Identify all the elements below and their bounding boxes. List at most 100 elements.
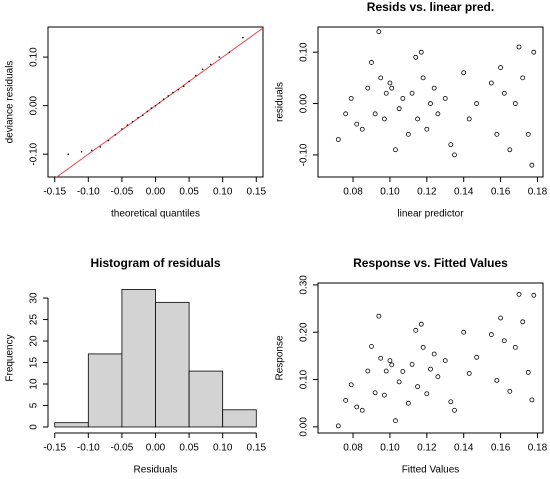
y-tick-label: 0.30 — [299, 275, 310, 295]
point — [242, 36, 244, 39]
point — [448, 142, 454, 148]
point — [448, 399, 454, 405]
point — [348, 382, 354, 388]
point — [442, 358, 448, 364]
y-tick-label: 20 — [29, 335, 40, 347]
point — [167, 95, 170, 97]
plot-box — [317, 282, 544, 434]
point — [150, 107, 153, 109]
point — [389, 362, 395, 368]
point — [424, 126, 430, 132]
point — [372, 111, 378, 117]
point — [494, 378, 500, 383]
point — [413, 327, 419, 333]
point — [431, 85, 437, 91]
point — [488, 80, 494, 86]
point — [498, 315, 503, 321]
y-tick-label: 0.20 — [299, 322, 310, 342]
point — [182, 85, 185, 88]
point — [525, 370, 531, 375]
point — [354, 121, 360, 127]
y-tick-label: 5 — [29, 402, 40, 408]
point — [172, 91, 174, 94]
point — [195, 74, 197, 77]
point — [529, 397, 535, 403]
x-tick-label: 0.14 — [454, 443, 474, 454]
point — [343, 111, 349, 117]
point — [158, 101, 161, 104]
point — [396, 106, 402, 112]
x-tick-label: -0.10 — [77, 187, 100, 198]
point — [369, 60, 374, 65]
x-tick-label: 0.15 — [247, 187, 267, 198]
y-tick-label: 30 — [29, 292, 40, 304]
point — [435, 111, 441, 117]
point — [507, 147, 513, 153]
point — [529, 162, 535, 168]
y-tick-label: 0.10 — [29, 47, 40, 67]
point — [516, 291, 522, 297]
point — [137, 116, 139, 119]
point — [131, 120, 134, 123]
x-tick-label: 0.10 — [213, 187, 233, 198]
y-tick-label: 0 — [29, 424, 40, 430]
y-tick-label: -0.10 — [29, 142, 40, 165]
point — [466, 116, 472, 122]
point — [372, 390, 378, 396]
point — [376, 313, 382, 319]
point — [228, 51, 231, 54]
x-tick-label: 0.08 — [343, 443, 363, 454]
x-axis-label: linear predictor — [397, 209, 464, 220]
point — [520, 319, 526, 325]
point — [154, 104, 157, 107]
x-tick-label: 0.16 — [491, 187, 511, 198]
y-tick-label: 0.00 — [299, 93, 310, 113]
point — [396, 379, 402, 385]
point — [474, 354, 480, 360]
point — [121, 128, 123, 130]
point — [400, 369, 406, 374]
x-tick-label: 0.05 — [179, 443, 199, 454]
y-tick-label: 0.10 — [299, 369, 310, 389]
point — [378, 75, 384, 81]
point — [418, 321, 424, 327]
point — [343, 397, 349, 403]
y-axis-label: Response — [275, 335, 286, 380]
point — [461, 329, 467, 335]
x-tick-label: 0.15 — [247, 443, 267, 454]
point — [452, 152, 457, 158]
x-tick-label: -0.05 — [111, 187, 134, 198]
point — [420, 75, 426, 81]
point — [418, 49, 424, 55]
point — [413, 54, 419, 60]
point — [424, 391, 430, 397]
point — [507, 388, 513, 394]
x-tick-label: 0.18 — [528, 443, 548, 454]
point — [452, 407, 457, 413]
point — [409, 361, 415, 367]
point — [393, 147, 398, 153]
point — [461, 70, 467, 76]
point — [520, 75, 526, 81]
y-axis-label: residuals — [275, 82, 286, 122]
point — [188, 80, 190, 83]
point — [126, 124, 129, 126]
point — [393, 418, 398, 424]
point — [201, 68, 204, 71]
plot-box — [47, 26, 264, 178]
bar — [222, 409, 257, 428]
point — [99, 146, 102, 148]
x-tick-label: 0.05 — [179, 187, 199, 198]
bar — [155, 301, 190, 428]
point — [359, 126, 365, 132]
point — [365, 85, 371, 91]
point — [400, 96, 406, 101]
point — [177, 88, 180, 91]
point — [531, 292, 537, 298]
x-tick-label: 0.10 — [213, 443, 233, 454]
bar — [87, 353, 123, 428]
point — [218, 56, 221, 58]
x-tick-label: -0.10 — [77, 443, 100, 454]
point — [365, 368, 371, 374]
point — [428, 101, 433, 106]
